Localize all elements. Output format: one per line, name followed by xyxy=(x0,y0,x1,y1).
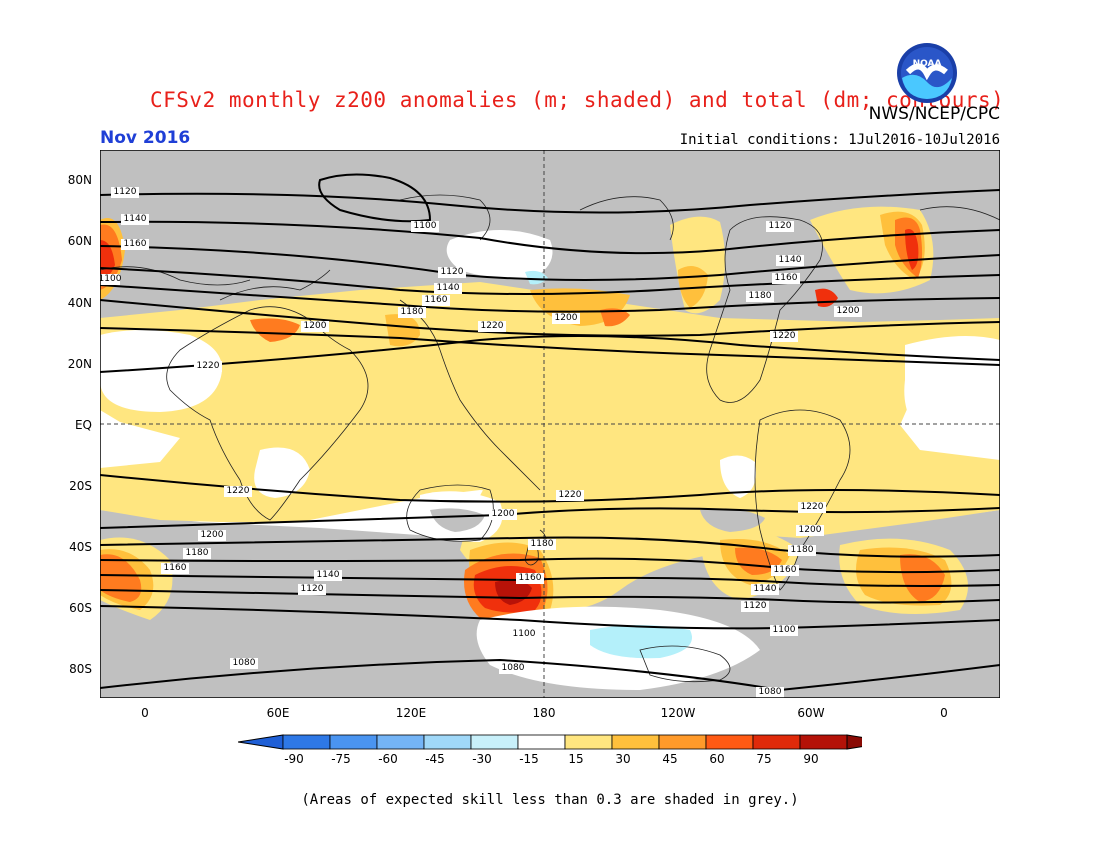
lat-label: 80S xyxy=(69,662,92,676)
contour-label: 1220 xyxy=(197,361,220,371)
contour-label: 1080 xyxy=(233,658,256,668)
contour-label: 1200 xyxy=(492,509,515,519)
colorbar-label: 60 xyxy=(709,752,725,766)
contour-label: 1160 xyxy=(164,563,187,573)
skill-note: (Areas of expected skill less than 0.3 a… xyxy=(301,792,799,808)
contour-label: 1160 xyxy=(519,573,542,583)
colorbar-label: 45 xyxy=(662,752,678,766)
contour-label: 1160 xyxy=(775,273,798,283)
contour-label: 1180 xyxy=(401,307,424,317)
colorbar-cell xyxy=(238,734,284,750)
lat-label: 20N xyxy=(67,357,92,371)
contour-label: 1160 xyxy=(124,239,147,249)
colorbar-cell xyxy=(376,734,425,750)
contour-label: 1180 xyxy=(791,545,814,555)
noaa-logo-text: NOAA xyxy=(913,59,942,69)
agency-label: NWS/NCEP/CPC xyxy=(868,104,1000,124)
contour-label: 1220 xyxy=(801,502,824,512)
contour-label: 1140 xyxy=(437,283,460,293)
lon-label: 120W xyxy=(660,706,696,720)
colorbar-cell xyxy=(752,734,801,750)
contour-label: 1220 xyxy=(773,331,796,341)
contour-label: 1200 xyxy=(555,313,578,323)
contour-label: 1080 xyxy=(502,663,525,673)
colorbar-cell xyxy=(564,734,613,750)
contour-label: 1180 xyxy=(186,548,209,558)
lat-label: 80N xyxy=(67,173,92,187)
contour-label: 1080 xyxy=(759,687,782,697)
contour-label: 1200 xyxy=(201,530,224,540)
colorbar-cell xyxy=(282,734,331,750)
contour-label: 1200 xyxy=(304,321,327,331)
colorbar-cell xyxy=(705,734,754,750)
colorbar-cell xyxy=(470,734,519,750)
colorbar-cell xyxy=(423,734,472,750)
contour-labels: 1120 1140 1160 1100 1100 1120 1140 1160 … xyxy=(100,187,862,698)
chart-title: CFSv2 monthly z200 anomalies (m; shaded)… xyxy=(150,88,1005,112)
lon-label: 180 xyxy=(532,706,556,720)
contour-label: 1200 xyxy=(837,306,860,316)
lon-label: 60W xyxy=(797,706,825,720)
colorbar-label: 15 xyxy=(568,752,584,766)
contour-label: 1180 xyxy=(531,539,554,549)
contour-label: 1100 xyxy=(773,625,796,635)
lat-label: EQ xyxy=(74,418,92,432)
contour-label: 1100 xyxy=(100,274,122,284)
contour-label: 1160 xyxy=(425,295,448,305)
contour-label: 1120 xyxy=(769,221,792,231)
colorbar-cell xyxy=(329,734,378,750)
colorbar-cell xyxy=(517,734,566,750)
contour-label: 1160 xyxy=(774,565,797,575)
colorbar-cell xyxy=(846,734,862,750)
contour-label: 1220 xyxy=(559,490,582,500)
colorbar xyxy=(238,734,862,750)
colorbar-label: -30 xyxy=(472,752,492,766)
contour-label: 1140 xyxy=(779,255,802,265)
contour-label: 1100 xyxy=(513,629,536,639)
colorbar-label: -60 xyxy=(378,752,398,766)
colorbar-label: -45 xyxy=(425,752,445,766)
lon-label: 0 xyxy=(141,706,149,720)
contour-label: 1140 xyxy=(754,584,777,594)
lat-label: 60S xyxy=(69,601,92,615)
contour-label: 1220 xyxy=(227,486,250,496)
contour-label: 1140 xyxy=(317,570,340,580)
forecast-month: Nov 2016 xyxy=(100,128,191,148)
colorbar-label: -90 xyxy=(284,752,304,766)
colorbar-label: -75 xyxy=(331,752,351,766)
lon-label: 60E xyxy=(266,706,290,720)
lat-label: 60N xyxy=(67,234,92,248)
initial-conditions: Initial conditions: 1Jul2016-10Jul2016 xyxy=(679,132,1000,148)
contour-label: 1100 xyxy=(414,221,437,231)
noaa-logo: NOAA xyxy=(897,43,957,103)
colorbar-cell xyxy=(611,734,660,750)
colorbar-label: -15 xyxy=(519,752,539,766)
anomaly-map: 1120 1140 1160 1100 1100 1120 1140 1160 … xyxy=(100,150,1000,698)
contour-label: 1120 xyxy=(114,187,137,197)
lon-label: 120E xyxy=(395,706,427,720)
lon-label: 0 xyxy=(940,706,948,720)
contour-label: 1120 xyxy=(441,267,464,277)
lat-label: 20S xyxy=(69,479,92,493)
lat-label: 40N xyxy=(67,296,92,310)
colorbar-label: 90 xyxy=(803,752,819,766)
contour-label: 1120 xyxy=(301,584,324,594)
colorbar-label: 75 xyxy=(756,752,772,766)
contour-label: 1140 xyxy=(124,214,147,224)
contour-label: 1220 xyxy=(481,321,504,331)
contour-label: 1200 xyxy=(799,525,822,535)
colorbar-label: 30 xyxy=(615,752,631,766)
contour-label: 1120 xyxy=(744,601,767,611)
lat-label: 40S xyxy=(69,540,92,554)
colorbar-cell xyxy=(658,734,707,750)
contour-label: 1180 xyxy=(749,291,772,301)
colorbar-cell xyxy=(799,734,848,750)
